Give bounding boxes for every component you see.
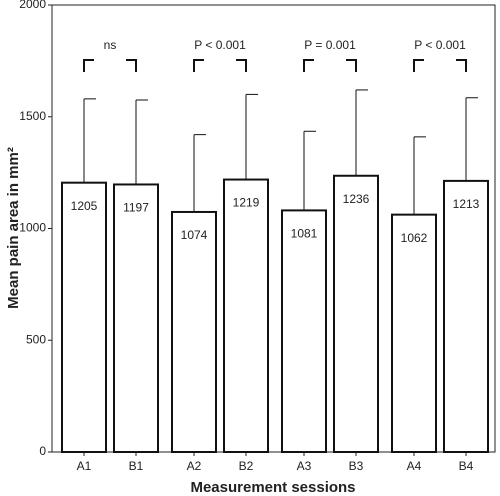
x-tick-label: B1 (129, 459, 144, 473)
y-axis-title: Mean pain area in mm² (5, 147, 22, 309)
bar (223, 178, 269, 453)
significance-label: P = 0.001 (304, 38, 356, 52)
significance-bracket (303, 59, 357, 72)
significance-label: P < 0.001 (194, 38, 246, 52)
y-tick-label: 1500 (19, 109, 46, 123)
bar (113, 183, 159, 454)
value-label: 1062 (401, 231, 428, 245)
x-axis-title: Measurement sessions (190, 479, 355, 496)
y-tick-label: 500 (26, 332, 46, 346)
y-tick-label: 1000 (19, 221, 46, 235)
value-label: 1074 (181, 228, 208, 242)
x-tick-label: A3 (297, 459, 312, 473)
significance-bracket (193, 59, 247, 72)
bar (443, 179, 489, 453)
bar (171, 210, 217, 453)
value-label: 1197 (123, 201, 149, 215)
bar (281, 209, 327, 453)
bar (391, 213, 437, 453)
x-tick-label: A4 (407, 459, 422, 473)
value-label: 1219 (233, 196, 260, 210)
value-label: 1205 (71, 199, 98, 213)
y-tick-label: 0 (39, 444, 46, 458)
value-label: 1213 (453, 197, 480, 211)
significance-label: P < 0.001 (414, 38, 466, 52)
y-tick-label: 2000 (19, 0, 46, 11)
value-label: 1236 (343, 192, 370, 206)
value-label: 1081 (291, 227, 318, 241)
significance-bracket (413, 59, 467, 72)
significance-bracket (83, 59, 137, 72)
x-tick-label: B4 (459, 459, 474, 473)
x-tick-label: A1 (77, 459, 92, 473)
bar (333, 174, 379, 453)
x-tick-label: A2 (187, 459, 202, 473)
bar (61, 181, 107, 453)
x-tick-label: B2 (239, 459, 254, 473)
x-tick-label: B3 (349, 459, 364, 473)
significance-label: ns (104, 38, 117, 52)
